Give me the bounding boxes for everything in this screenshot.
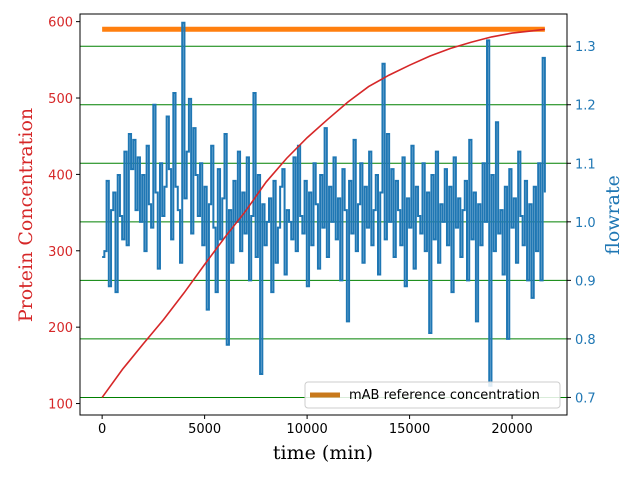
right-tick-label-5: 1.2	[575, 99, 596, 114]
x-tick-label-15000: 15000	[389, 422, 430, 437]
right-y-axis: 0.7 0.8 0.9 1.0 1.1 1.2 1.3	[567, 40, 596, 406]
left-tick-label-100: 100	[48, 398, 73, 413]
legend-label-reference: mAB reference concentration	[349, 388, 540, 403]
x-tick-label-5000: 5000	[188, 422, 221, 437]
legend: mAB reference concentration	[304, 381, 561, 409]
flowrate-line-layer	[102, 21, 546, 387]
left-tick-label-300: 300	[48, 245, 73, 260]
legend-box	[304, 381, 561, 409]
right-tick-label-6: 1.3	[575, 40, 596, 55]
right-tick-label-3: 1.0	[575, 216, 596, 231]
right-tick-label-1: 0.8	[575, 333, 596, 348]
right-tick-label-2: 0.9	[575, 274, 596, 289]
plot-frame	[79, 13, 568, 416]
x-tick-label-10000: 10000	[286, 422, 327, 437]
left-y-axis: 100 200 300 400 500 600	[48, 16, 80, 413]
left-tick-label-500: 500	[48, 92, 73, 107]
left-tick-label-400: 400	[48, 168, 73, 183]
right-tick-label-4: 1.1	[575, 157, 596, 172]
concentration-line-layer	[101, 28, 545, 398]
x-tick-label-0: 0	[98, 422, 106, 437]
left-y-axis-title: Protein Concentration	[15, 108, 37, 322]
right-tick-label-0: 0.7	[575, 391, 596, 406]
concentration-line	[101, 28, 545, 398]
x-axis-title: time (min)	[273, 442, 373, 464]
x-tick-label-20000: 20000	[491, 422, 532, 437]
right-y-axis-title: flowrate	[602, 175, 624, 255]
x-axis: 0 5000 10000 15000 20000	[98, 415, 533, 437]
left-tick-label-600: 600	[48, 16, 73, 31]
flowrate-line	[102, 21, 546, 387]
left-tick-label-200: 200	[48, 321, 73, 336]
